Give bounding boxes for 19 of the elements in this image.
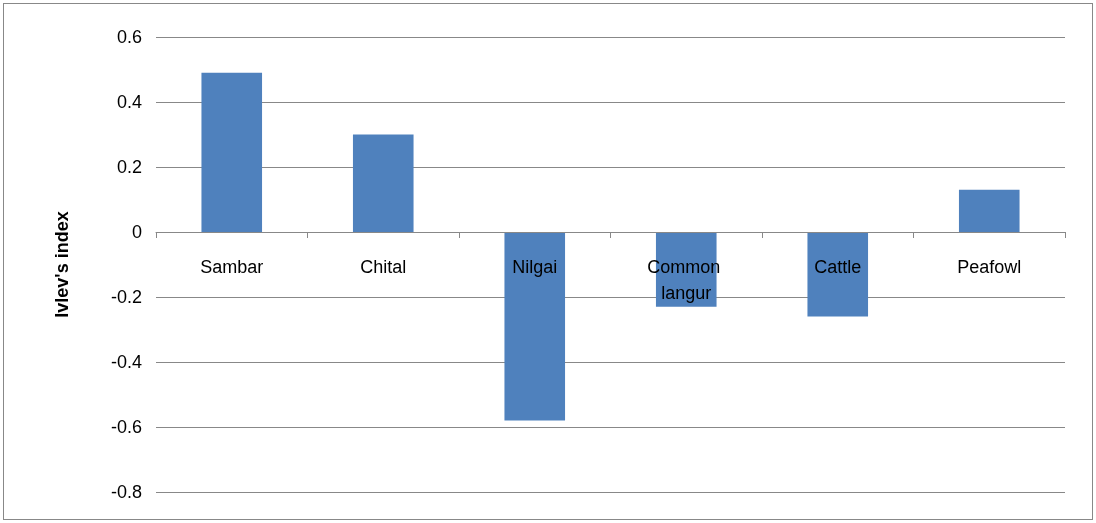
x-tick-label: Peafowl — [957, 257, 1022, 277]
y-axis-title: Ivlev's index — [52, 211, 72, 318]
bar — [352, 134, 414, 232]
y-tick-label: -0.8 — [110, 482, 142, 502]
x-tick-label: Sambar — [200, 257, 264, 277]
bar — [504, 232, 566, 421]
y-tick-label: 0 — [131, 222, 142, 242]
bar — [201, 72, 263, 232]
x-tick-label: Cattle — [814, 257, 862, 277]
bar — [958, 189, 1020, 232]
y-tick-label: -0.6 — [110, 417, 142, 437]
x-tick-label: Chital — [360, 257, 407, 277]
bar — [807, 232, 869, 317]
y-tick-label: -0.2 — [110, 287, 142, 307]
y-tick-label: -0.4 — [110, 352, 142, 372]
y-tick-label: 0.2 — [116, 157, 142, 177]
x-tick-label: Nilgai — [512, 257, 558, 277]
y-tick-label: 0.6 — [116, 27, 142, 47]
y-tick-label: 0.4 — [116, 92, 142, 112]
